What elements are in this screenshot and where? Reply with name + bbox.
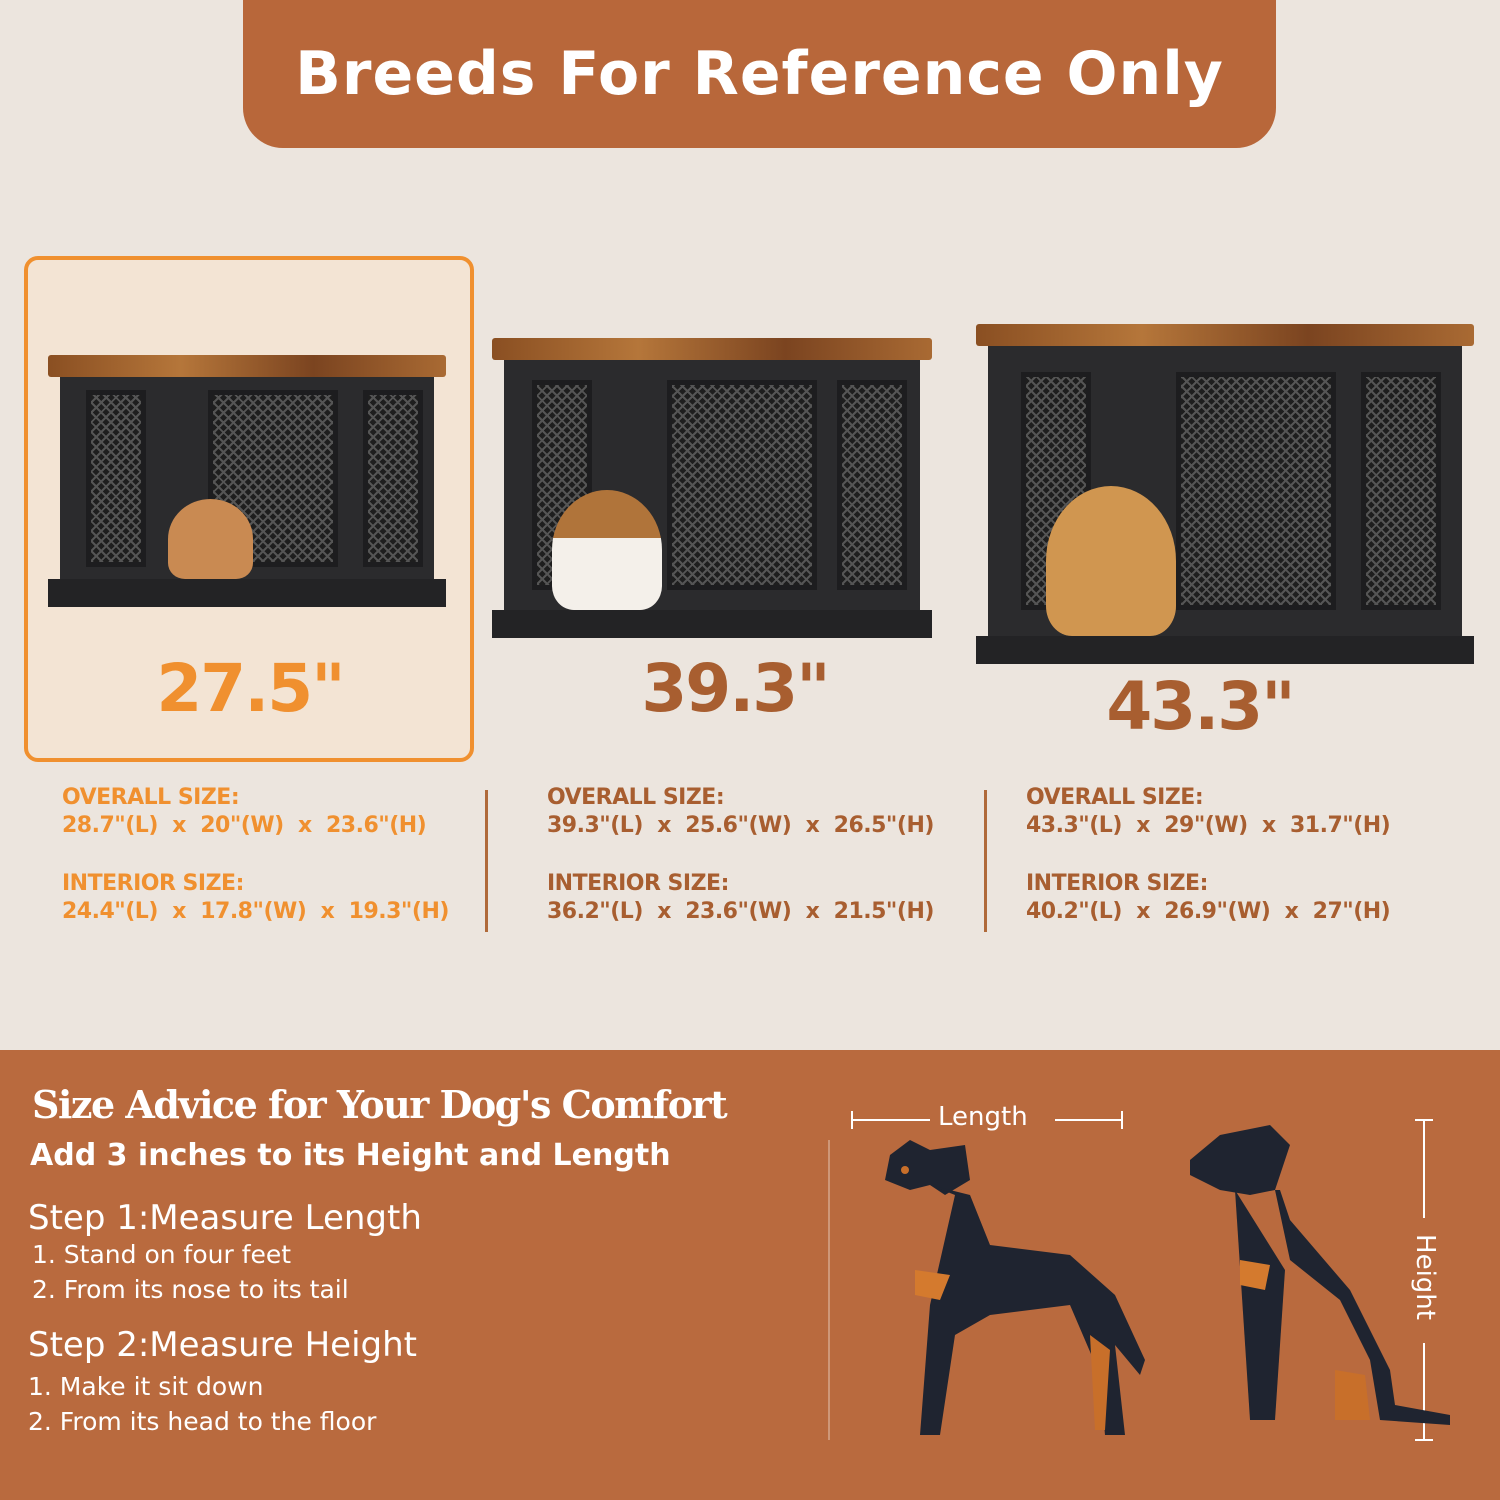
- crate-image-small: [48, 355, 446, 607]
- overall-value: 43.3"(L) x 29"(W) x 31.7"(H): [1026, 813, 1391, 838]
- spec-large: OVERALL SIZE: 43.3"(L) x 29"(W) x 31.7"(…: [1026, 784, 1391, 926]
- step2-item: 2. From its head to the floor: [28, 1407, 377, 1436]
- golden-retriever-image: [1046, 486, 1176, 636]
- spec-medium: OVERALL SIZE: 39.3"(L) x 25.6"(W) x 26.5…: [547, 784, 934, 926]
- interior-value: 24.4"(L) x 17.8"(W) x 19.3"(H): [62, 899, 449, 924]
- overall-value: 28.7"(L) x 20"(W) x 23.6"(H): [62, 813, 427, 838]
- spec-small: OVERALL SIZE: 28.7"(L) x 20"(W) x 23.6"(…: [62, 784, 449, 926]
- step2-item: 1. Make it sit down: [28, 1372, 264, 1401]
- overall-label: OVERALL SIZE:: [547, 785, 725, 810]
- height-arrow-icon: [1415, 1119, 1433, 1441]
- sitting-dog-illustration: [1190, 1125, 1450, 1425]
- overall-value: 39.3"(L) x 25.6"(W) x 26.5"(H): [547, 813, 934, 838]
- interior-label: INTERIOR SIZE:: [1026, 871, 1208, 896]
- step1-title: Step 1:Measure Length: [28, 1198, 422, 1238]
- interior-value: 40.2"(L) x 26.9"(W) x 27"(H): [1026, 899, 1391, 924]
- crate-image-medium: [492, 338, 932, 638]
- advice-title: Size Advice for Your Dog's Comfort: [32, 1082, 728, 1127]
- size-label-medium: 39.3": [641, 650, 830, 727]
- beagle-image: [552, 490, 662, 610]
- length-arrow-icon: [851, 1111, 1123, 1129]
- interior-label: INTERIOR SIZE:: [547, 871, 729, 896]
- overall-label: OVERALL SIZE:: [1026, 785, 1204, 810]
- banner-title: Breeds For Reference Only: [295, 39, 1224, 109]
- poodle-image: [168, 499, 253, 579]
- divider: [984, 790, 987, 932]
- advice-subtitle: Add 3 inches to its Height and Length: [30, 1138, 671, 1173]
- standing-dog-illustration: [885, 1140, 1145, 1435]
- interior-label: INTERIOR SIZE:: [62, 871, 244, 896]
- length-label: Length: [938, 1102, 1028, 1132]
- panel-divider: [828, 1140, 830, 1440]
- step1-item: 1. Stand on four feet: [32, 1240, 292, 1269]
- divider: [485, 790, 488, 932]
- step1-item: 2. From its nose to its tail: [32, 1275, 349, 1304]
- step2-title: Step 2:Measure Height: [28, 1325, 418, 1365]
- size-label-small: 27.5": [156, 650, 345, 727]
- interior-value: 36.2"(L) x 23.6"(W) x 21.5"(H): [547, 899, 934, 924]
- title-banner: Breeds For Reference Only: [243, 0, 1276, 148]
- overall-label: OVERALL SIZE:: [62, 785, 240, 810]
- crate-image-large: [976, 324, 1474, 664]
- size-label-large: 43.3": [1106, 668, 1295, 745]
